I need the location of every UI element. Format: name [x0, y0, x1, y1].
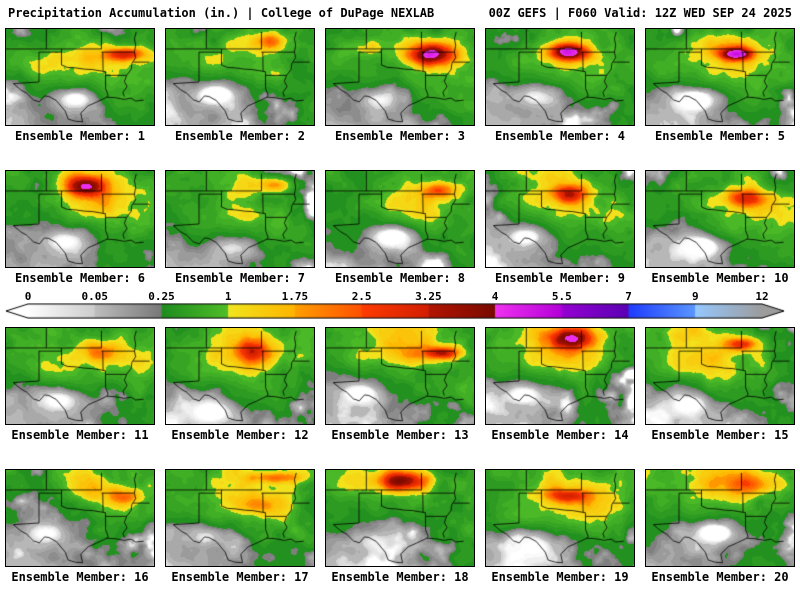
ensemble-panel: Ensemble Member: 9 — [485, 170, 635, 286]
colorbar-tick-label: 0 — [24, 290, 32, 303]
precip-map-image — [485, 28, 635, 126]
panel-row: Ensemble Member: 1 Ensemble Member: 2 Ense… — [5, 28, 795, 144]
header: Precipitation Accumulation (in.) | Colle… — [0, 0, 800, 20]
ensemble-panel: Ensemble Member: 10 — [645, 170, 795, 286]
ensemble-member-label: Ensemble Member: 8 — [334, 271, 466, 285]
ensemble-member-label: Ensemble Member: 1 — [14, 129, 146, 143]
colorbar-tick-label: 0.05 — [81, 290, 108, 303]
ensemble-panel: Ensemble Member: 5 — [645, 28, 795, 144]
precip-map-image — [5, 327, 155, 425]
ensemble-member-label: Ensemble Member: 16 — [11, 570, 149, 584]
ensemble-member-label: Ensemble Member: 11 — [11, 428, 149, 442]
colorbar-tick-label: 12 — [755, 290, 769, 303]
ensemble-member-label: Ensemble Member: 18 — [331, 570, 469, 584]
precip-map-image — [645, 327, 795, 425]
precip-map-image — [165, 469, 315, 567]
ensemble-member-label: Ensemble Member: 17 — [171, 570, 309, 584]
model-run-valid-time: 00Z GEFS | F060 Valid: 12Z WED SEP 24 20… — [488, 6, 792, 20]
ensemble-panel: Ensemble Member: 12 — [165, 327, 315, 443]
ensemble-member-label: Ensemble Member: 5 — [654, 129, 786, 143]
ensemble-panel: Ensemble Member: 11 — [5, 327, 155, 443]
precip-map-image — [645, 170, 795, 268]
ensemble-member-label: Ensemble Member: 9 — [494, 271, 626, 285]
ensemble-panel: Ensemble Member: 3 — [325, 28, 475, 144]
colorbar-tick-label: 1.75 — [281, 290, 309, 303]
panel-row: Ensemble Member: 6 Ensemble Member: 7 Ense… — [5, 170, 795, 286]
ensemble-panel: Ensemble Member: 19 — [485, 469, 635, 585]
ensemble-member-label: Ensemble Member: 15 — [651, 428, 789, 442]
colorbar: 0 0.05 0.25 1 1.75 2.5 3.25 4 5.5 7 9 12 — [0, 290, 800, 319]
ensemble-member-label: Ensemble Member: 13 — [331, 428, 469, 442]
ensemble-member-label: Ensemble Member: 19 — [491, 570, 629, 584]
precip-map-image — [165, 28, 315, 126]
ensemble-member-label: Ensemble Member: 10 — [651, 271, 789, 285]
ensemble-panel: Ensemble Member: 14 — [485, 327, 635, 443]
ensemble-panel: Ensemble Member: 13 — [325, 327, 475, 443]
ensemble-member-label: Ensemble Member: 4 — [494, 129, 626, 143]
colorbar-tick-label: 0.25 — [148, 290, 175, 303]
precip-map-image — [5, 28, 155, 126]
colorbar-tick-label: 9 — [691, 290, 699, 303]
colorbar-tick-label: 2.5 — [351, 290, 372, 303]
precip-map-image — [485, 327, 635, 425]
ensemble-panel: Ensemble Member: 17 — [165, 469, 315, 585]
panel-row: Ensemble Member: 11 Ensemble Member: 12 En… — [5, 327, 795, 443]
precip-map-image — [5, 170, 155, 268]
colorbar-tick-label: 3.25 — [415, 290, 442, 303]
ensemble-panel: Ensemble Member: 8 — [325, 170, 475, 286]
ensemble-member-label: Ensemble Member: 6 — [14, 271, 146, 285]
ensemble-member-label: Ensemble Member: 20 — [651, 570, 789, 584]
ensemble-panel: Ensemble Member: 1 — [5, 28, 155, 144]
panel-row: Ensemble Member: 16 Ensemble Member: 17 En… — [5, 469, 795, 585]
ensemble-panel: Ensemble Member: 7 — [165, 170, 315, 286]
ensemble-panel: Ensemble Member: 4 — [485, 28, 635, 144]
precip-map-image — [325, 327, 475, 425]
ensemble-panel: Ensemble Member: 16 — [5, 469, 155, 585]
ensemble-panel: Ensemble Member: 20 — [645, 469, 795, 585]
ensemble-panel: Ensemble Member: 15 — [645, 327, 795, 443]
ensemble-panel: Ensemble Member: 2 — [165, 28, 315, 144]
precip-map-image — [165, 327, 315, 425]
colorbar-gradient — [0, 303, 800, 319]
colorbar-tick-label: 4 — [491, 290, 499, 303]
ensemble-member-label: Ensemble Member: 2 — [174, 129, 306, 143]
panel-grid: Ensemble Member: 1 Ensemble Member: 2 Ense… — [0, 28, 800, 585]
ensemble-member-label: Ensemble Member: 12 — [171, 428, 309, 442]
ensemble-panel: Ensemble Member: 6 — [5, 170, 155, 286]
precip-map-image — [485, 469, 635, 567]
ensemble-member-label: Ensemble Member: 14 — [491, 428, 629, 442]
precip-map-image — [325, 469, 475, 567]
ensemble-member-label: Ensemble Member: 7 — [174, 271, 306, 285]
ensemble-member-label: Ensemble Member: 3 — [334, 129, 466, 143]
precip-map-image — [165, 170, 315, 268]
precip-map-image — [485, 170, 635, 268]
colorbar-tick-label: 1 — [224, 290, 232, 303]
precip-map-image — [645, 28, 795, 126]
precip-map-image — [325, 170, 475, 268]
colorbar-tick-label: 5.5 — [551, 290, 572, 303]
precip-map-image — [5, 469, 155, 567]
precip-map-image — [645, 469, 795, 567]
colorbar-labels: 0 0.05 0.25 1 1.75 2.5 3.25 4 5.5 7 9 12 — [0, 290, 800, 303]
ensemble-panel: Ensemble Member: 18 — [325, 469, 475, 585]
product-title: Precipitation Accumulation (in.) | Colle… — [8, 6, 435, 20]
precip-map-image — [325, 28, 475, 126]
colorbar-tick-label: 7 — [625, 290, 632, 303]
